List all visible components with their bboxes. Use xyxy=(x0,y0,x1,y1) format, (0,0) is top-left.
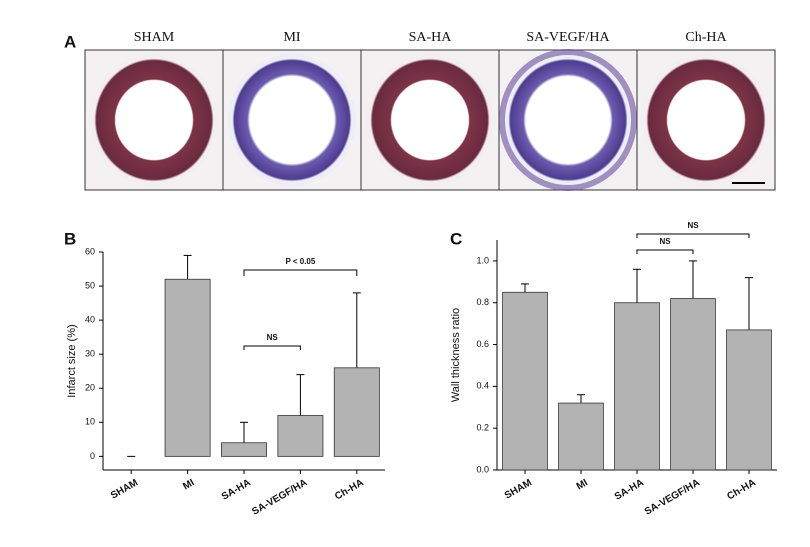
significance-label: NS xyxy=(267,333,279,342)
significance-label: P < 0.05 xyxy=(285,257,315,266)
y-tick-label: 20 xyxy=(85,383,95,393)
significance-label: NS xyxy=(687,221,699,230)
heart-section xyxy=(90,54,218,186)
x-tick-label: MI xyxy=(181,477,196,492)
y-tick-label: 0.6 xyxy=(476,339,489,349)
y-tick-label: 30 xyxy=(85,349,95,359)
y-tick-label: 10 xyxy=(85,417,95,427)
x-tick-label: Ch-HA xyxy=(333,477,365,502)
panel-label: A xyxy=(64,32,76,51)
significance-bracket xyxy=(243,269,358,276)
bar xyxy=(614,302,660,471)
heart-section xyxy=(228,54,356,186)
x-tick-label: SA-VEGF/HA xyxy=(643,477,702,517)
significance-bracket xyxy=(636,249,694,254)
bar xyxy=(277,415,324,457)
y-tick-label: 0.4 xyxy=(476,381,489,391)
bar xyxy=(558,402,604,471)
heart-section xyxy=(504,54,632,186)
bar xyxy=(333,367,380,457)
x-tick-label: MI xyxy=(575,477,590,492)
y-tick-label: 0.0 xyxy=(476,464,489,474)
y-tick-label: 0 xyxy=(90,451,95,461)
bar xyxy=(164,278,211,457)
x-tick-label: SHAM xyxy=(503,477,534,501)
x-tick-label: SA-VEGF/HA xyxy=(250,477,309,517)
y-tick-label: 60 xyxy=(85,246,95,256)
panel-label: B xyxy=(64,229,76,248)
y-axis-label: Infarct size (%) xyxy=(66,324,78,397)
x-tick-label: SA-HA xyxy=(220,477,253,502)
image-caption: Ch-HA xyxy=(685,30,727,45)
panel-label: C xyxy=(450,229,462,248)
bar xyxy=(670,298,716,471)
image-caption: SA-VEGF/HA xyxy=(526,30,610,45)
heart-section xyxy=(642,54,770,186)
y-tick-label: 1.0 xyxy=(476,255,489,265)
x-tick-label: Ch-HA xyxy=(725,477,757,502)
x-tick-label: SHAM xyxy=(109,477,140,501)
y-tick-label: 0.8 xyxy=(476,297,489,307)
y-tick-label: 50 xyxy=(85,280,95,290)
heart-section xyxy=(366,54,494,186)
image-caption: SA-HA xyxy=(409,30,453,45)
significance-label: NS xyxy=(659,237,671,246)
bar xyxy=(726,329,772,471)
y-tick-label: 0.2 xyxy=(476,423,489,433)
significance-bracket xyxy=(636,233,750,238)
image-caption: SHAM xyxy=(134,30,175,45)
y-axis-label: Wall thickness ratio xyxy=(450,308,462,402)
x-tick-label: SA-HA xyxy=(613,477,646,502)
y-tick-label: 40 xyxy=(85,315,95,325)
bar xyxy=(502,291,548,471)
significance-bracket xyxy=(243,345,301,350)
image-caption: MI xyxy=(283,30,300,45)
bar xyxy=(221,442,267,457)
tissue-tint xyxy=(499,49,637,191)
